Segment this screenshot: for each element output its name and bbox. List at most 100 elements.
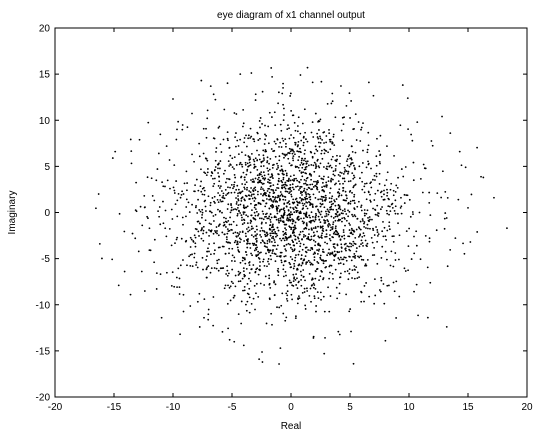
data-point xyxy=(294,227,297,230)
data-point xyxy=(300,257,303,260)
data-point xyxy=(341,139,344,142)
data-point xyxy=(290,134,292,136)
data-point xyxy=(299,231,302,233)
data-point xyxy=(293,276,296,279)
data-point xyxy=(318,175,321,177)
data-point xyxy=(230,223,233,226)
data-point xyxy=(257,273,260,276)
data-point xyxy=(297,116,300,119)
data-point xyxy=(301,194,303,196)
data-point xyxy=(444,190,447,193)
data-point xyxy=(275,205,278,208)
data-point xyxy=(177,267,180,270)
data-point xyxy=(226,131,229,134)
data-point xyxy=(253,165,256,168)
data-point xyxy=(337,207,340,210)
data-point xyxy=(309,287,312,290)
data-point xyxy=(274,232,277,235)
data-point xyxy=(306,176,309,179)
data-point xyxy=(357,121,360,123)
data-point xyxy=(359,233,362,236)
data-point xyxy=(338,183,341,185)
data-point xyxy=(230,228,233,231)
data-point xyxy=(273,294,276,296)
data-point xyxy=(249,137,251,139)
data-point xyxy=(348,248,351,251)
data-point xyxy=(255,239,258,242)
data-point xyxy=(308,201,310,203)
data-point xyxy=(397,176,399,179)
data-point xyxy=(313,152,316,155)
data-point xyxy=(176,128,178,131)
data-point xyxy=(200,237,203,240)
data-point xyxy=(319,198,322,201)
data-point xyxy=(294,259,296,262)
data-point xyxy=(331,251,334,254)
data-point xyxy=(330,226,332,229)
data-point xyxy=(186,182,189,184)
data-point xyxy=(293,265,296,267)
data-point xyxy=(352,128,355,131)
data-point xyxy=(306,287,308,290)
data-point xyxy=(239,231,241,233)
data-point xyxy=(338,188,341,191)
data-point xyxy=(217,201,220,204)
data-point xyxy=(361,219,364,222)
data-point xyxy=(279,347,282,350)
data-point xyxy=(429,214,432,217)
data-point xyxy=(323,222,326,224)
data-point xyxy=(229,285,232,288)
data-point xyxy=(363,222,365,225)
data-point xyxy=(277,91,280,94)
data-point xyxy=(395,280,398,283)
data-point xyxy=(333,199,336,202)
data-point xyxy=(204,199,207,202)
data-point xyxy=(260,241,262,244)
data-point xyxy=(299,187,301,190)
data-point xyxy=(321,216,323,219)
data-point xyxy=(214,166,217,168)
y-tick-label: 15 xyxy=(39,70,51,81)
data-point xyxy=(222,138,225,141)
data-point xyxy=(266,161,268,164)
data-point xyxy=(243,240,246,242)
data-point xyxy=(367,219,370,222)
data-point xyxy=(329,140,332,143)
data-point xyxy=(250,153,253,155)
data-point xyxy=(258,158,261,161)
data-point xyxy=(208,243,210,245)
data-point xyxy=(305,215,308,218)
data-point xyxy=(295,273,297,276)
data-point xyxy=(331,227,334,230)
data-point xyxy=(246,168,249,171)
data-point xyxy=(282,119,285,122)
data-point xyxy=(209,271,212,274)
data-point xyxy=(217,234,220,237)
data-point xyxy=(255,254,258,257)
data-point xyxy=(428,191,431,194)
data-point xyxy=(327,176,330,178)
data-point xyxy=(300,254,303,257)
data-point xyxy=(336,243,339,246)
data-point xyxy=(253,242,256,245)
data-point xyxy=(141,224,144,227)
data-point xyxy=(196,300,199,303)
data-point xyxy=(243,211,246,214)
data-point xyxy=(253,196,256,199)
data-point xyxy=(302,217,305,220)
data-point xyxy=(164,185,166,188)
data-point xyxy=(321,259,324,262)
data-point xyxy=(314,216,317,219)
y-tick-label: 10 xyxy=(39,116,51,127)
data-point xyxy=(337,195,340,198)
data-point xyxy=(323,142,325,144)
data-point xyxy=(214,98,217,101)
data-point xyxy=(266,246,268,249)
data-point xyxy=(366,209,369,212)
data-point xyxy=(347,202,350,205)
data-point xyxy=(322,178,325,181)
data-point xyxy=(240,163,243,166)
data-point xyxy=(294,153,296,156)
data-point xyxy=(250,135,253,138)
